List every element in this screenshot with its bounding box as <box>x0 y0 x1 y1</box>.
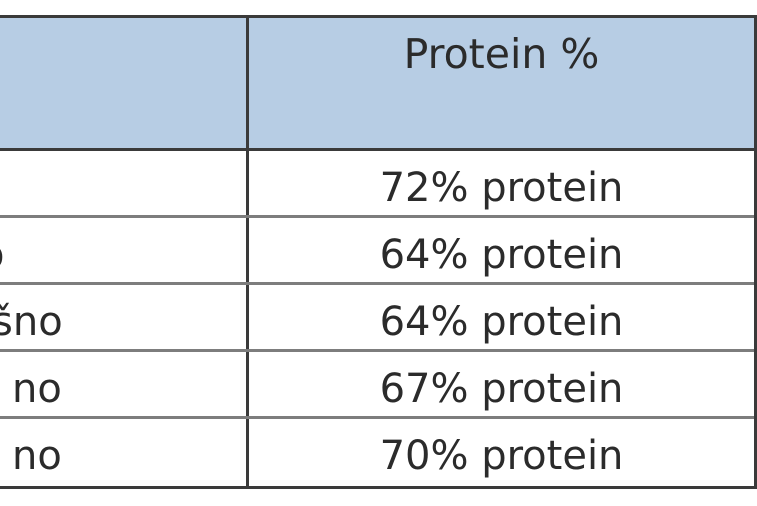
table-row: no 70% protein <box>0 419 754 486</box>
row-label-cell: no <box>0 419 249 486</box>
header-cell-protein: Protein % <box>403 30 600 78</box>
protein-value-cell: 67% protein <box>379 366 624 412</box>
row-label-cell: šno <box>0 285 249 349</box>
header-cell-left <box>0 18 249 148</box>
table-header-row: Protein % <box>0 18 754 151</box>
table-row: o 64% protein <box>0 218 754 285</box>
protein-value-cell: 64% protein <box>379 299 624 345</box>
protein-value-cell: 72% protein <box>379 165 624 211</box>
row-label-cell: o <box>0 218 249 282</box>
table-row: 72% protein <box>0 151 754 218</box>
protein-table: Protein % 72% protein o 64% protein šno … <box>0 15 757 489</box>
row-label-cell <box>0 151 249 215</box>
protein-value-cell: 64% protein <box>379 232 624 278</box>
protein-value-cell: 70% protein <box>379 433 624 479</box>
table-row: šno 64% protein <box>0 285 754 352</box>
table-row: no 67% protein <box>0 352 754 419</box>
row-label-cell: no <box>0 352 249 416</box>
